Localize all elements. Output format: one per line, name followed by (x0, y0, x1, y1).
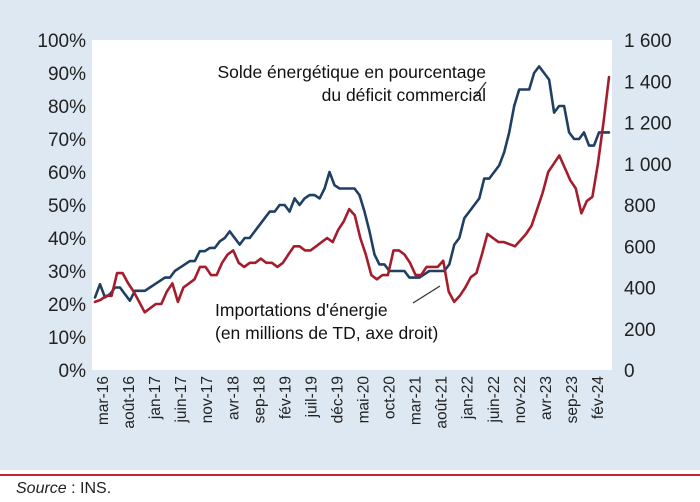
annotation-solde-line1: Solde énergétique en pourcentage (217, 62, 486, 82)
right-tick-label: 1 200 (624, 114, 672, 135)
x-tick-label: mar-21 (408, 376, 425, 425)
source-text: : INS. (66, 480, 112, 497)
x-tick-label: sep-18 (251, 376, 268, 423)
x-tick-label: déc-19 (329, 376, 346, 423)
x-tick-label: avr-23 (538, 376, 555, 420)
left-tick-label: 70% (48, 130, 86, 151)
annotation-imports-line2: (en millions de TD, axe droit) (215, 323, 438, 343)
left-tick-label: 50% (48, 196, 86, 217)
right-tick-label: 1 000 (624, 155, 672, 176)
left-tick-label: 60% (48, 163, 86, 184)
left-tick-label: 90% (48, 64, 86, 85)
x-tick-label: mar-16 (95, 376, 112, 425)
x-tick-label: juil-19 (303, 376, 320, 418)
x-tick-label: mai-20 (356, 376, 373, 424)
right-tick-label: 800 (624, 196, 656, 217)
x-tick-label: jan-22 (460, 376, 477, 420)
left-tick-label: 40% (48, 229, 86, 250)
source-label: Source (16, 480, 67, 497)
right-tick-label: 400 (624, 279, 656, 300)
x-tick-label: jan-17 (147, 376, 164, 420)
left-axis-ticks: 0% 10% 20% 30% 40% 50% 60% 70% 80% 90% 100% (37, 31, 86, 382)
right-tick-label: 1 600 (624, 31, 672, 52)
x-tick-label: sep-23 (564, 376, 581, 423)
left-tick-label: 0% (59, 361, 87, 382)
line-chart: 0% 10% 20% 30% 40% 50% 60% 70% 80% 90% 100% 0 200 40… (37, 31, 672, 429)
left-tick-label: 20% (48, 295, 86, 316)
left-tick-label: 80% (48, 97, 86, 118)
left-tick-label: 10% (48, 328, 86, 349)
series-layer (93, 65, 611, 314)
series-line-1 (93, 65, 611, 303)
plot-area (92, 40, 612, 370)
x-tick-label: juin-22 (486, 376, 503, 424)
source-note: Source : INS. (16, 480, 111, 498)
right-tick-label: 600 (624, 237, 656, 258)
right-tick-label: 1 400 (624, 72, 672, 93)
annotation-leader-imports (412, 285, 441, 304)
x-tick-label: août-21 (434, 376, 451, 429)
x-tick-label: fév-19 (277, 376, 294, 419)
x-tick-label: nov-17 (199, 376, 216, 423)
right-tick-label: 0 (624, 361, 635, 382)
right-tick-label: 200 (624, 320, 656, 341)
x-tick-label: fév-24 (590, 376, 607, 419)
x-tick-label: juin-17 (173, 376, 190, 424)
x-tick-label: oct-20 (382, 376, 399, 419)
annotation-leader-solde (473, 81, 487, 99)
x-tick-label: août-16 (121, 376, 138, 429)
x-axis-ticks: mar-16 août-16 jan-17 juin-17 nov-17 avr-18 se… (95, 376, 607, 429)
series-line-2 (93, 75, 611, 314)
left-tick-label: 100% (37, 31, 86, 52)
right-axis-ticks: 0 200 400 600 800 1 000 1 200 1 400 1 600 (624, 31, 672, 382)
source-divider (0, 474, 700, 476)
annotation-imports-line1: Importations d'énergie (215, 300, 388, 320)
x-tick-label: nov-22 (512, 376, 529, 423)
left-tick-label: 30% (48, 262, 86, 283)
x-tick-label: avr-18 (225, 376, 242, 420)
annotation-solde-line2: du déficit commercial (322, 85, 486, 105)
